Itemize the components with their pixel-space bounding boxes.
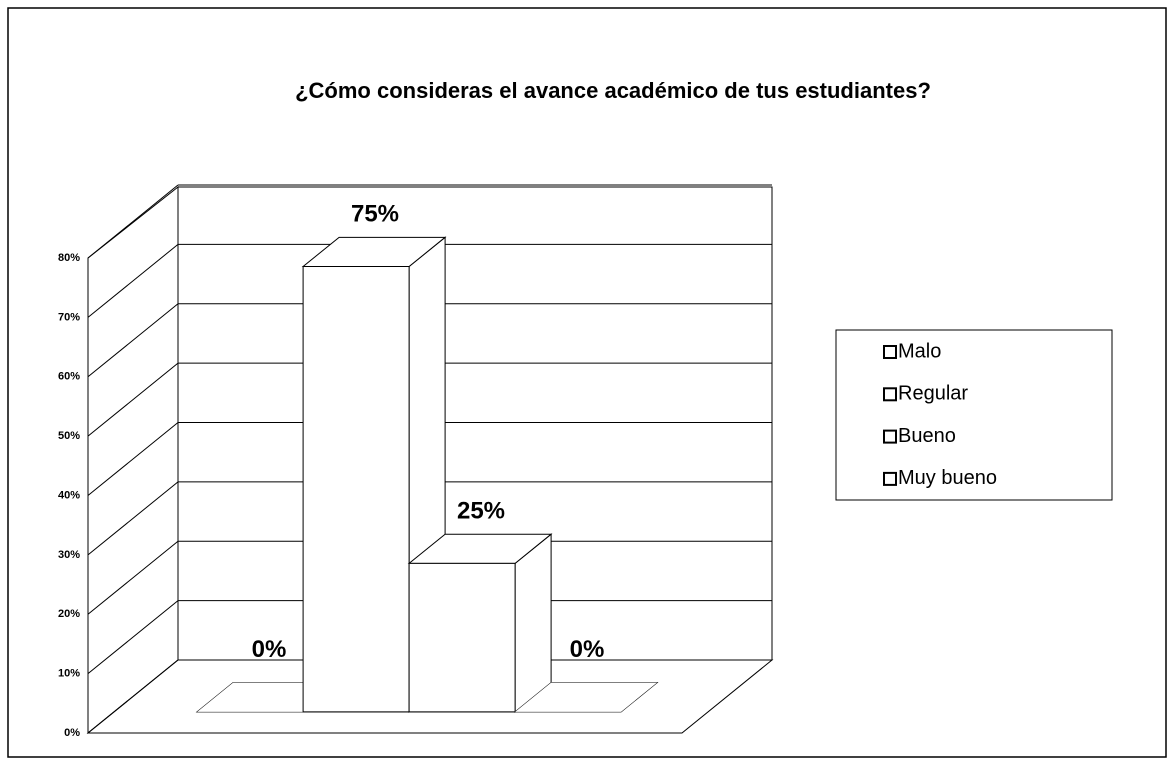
- legend-label: Bueno: [898, 425, 956, 447]
- data-label: 0%: [570, 636, 605, 663]
- y-tick-label: 30%: [58, 549, 80, 561]
- grid-line: [87, 540, 179, 615]
- bar: [515, 682, 658, 712]
- legend: [835, 329, 1113, 501]
- data-label: 25%: [457, 497, 505, 524]
- legend-swatch: [883, 429, 897, 444]
- grid-line: [87, 362, 179, 437]
- bar: [408, 562, 516, 713]
- legend-swatch: [883, 345, 897, 359]
- y-tick-label: 20%: [58, 608, 80, 620]
- grid-line: [87, 600, 179, 675]
- bar: [302, 266, 410, 713]
- legend-swatch: [883, 471, 897, 486]
- bar-side: [514, 533, 552, 713]
- y-tick-label: 50%: [58, 430, 80, 442]
- grid-line: [87, 659, 179, 734]
- grid-line: [87, 303, 179, 378]
- chart-title: ¿Cómo consideras el avance académico de …: [295, 78, 931, 103]
- legend-label: Regular: [898, 383, 968, 405]
- y-tick-label: 0%: [64, 727, 80, 739]
- y-tick-label: 40%: [58, 489, 80, 501]
- y-tick-label: 70%: [58, 311, 80, 323]
- grid-line: [87, 481, 179, 556]
- grid-line: [87, 422, 179, 496]
- grid-line: [87, 243, 179, 318]
- legend-label: Malo: [898, 340, 941, 362]
- side-wall: [87, 185, 179, 735]
- data-label: 0%: [252, 636, 287, 663]
- y-tick-label: 60%: [58, 371, 80, 383]
- legend-swatch: [883, 387, 897, 402]
- y-tick-label: 10%: [58, 668, 80, 680]
- data-label: 75%: [351, 201, 399, 228]
- grid-line: [87, 184, 179, 259]
- legend-label: Muy bueno: [898, 467, 997, 489]
- y-tick-label: 80%: [58, 252, 80, 264]
